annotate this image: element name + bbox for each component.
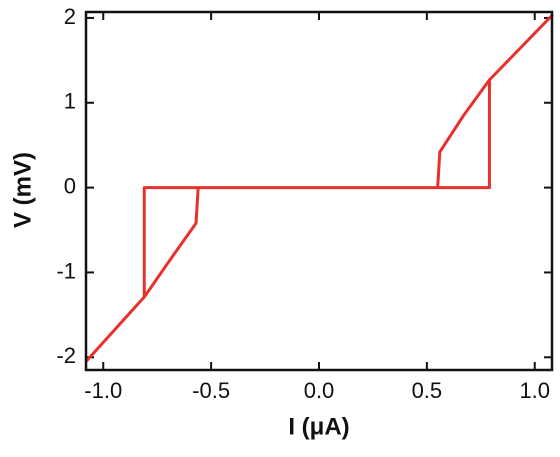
x-axis-label: I (μA) xyxy=(288,413,349,440)
x-tick-label: -0.5 xyxy=(192,378,230,403)
y-tick-label: 0 xyxy=(64,173,76,198)
y-axis-label: V (mV) xyxy=(9,152,36,228)
y-tick-label: -1 xyxy=(56,258,76,283)
plot-frame xyxy=(84,10,554,372)
y-tick-label: 2 xyxy=(64,4,76,29)
x-tick-label: 0.0 xyxy=(304,378,335,403)
x-tick-label: -1.0 xyxy=(84,378,122,403)
data-line xyxy=(84,13,554,363)
y-tick-label: 1 xyxy=(64,89,76,114)
y-tick-label: -2 xyxy=(56,343,76,368)
x-tick-label: 1.0 xyxy=(519,378,550,403)
x-tick-label: 0.5 xyxy=(412,378,443,403)
